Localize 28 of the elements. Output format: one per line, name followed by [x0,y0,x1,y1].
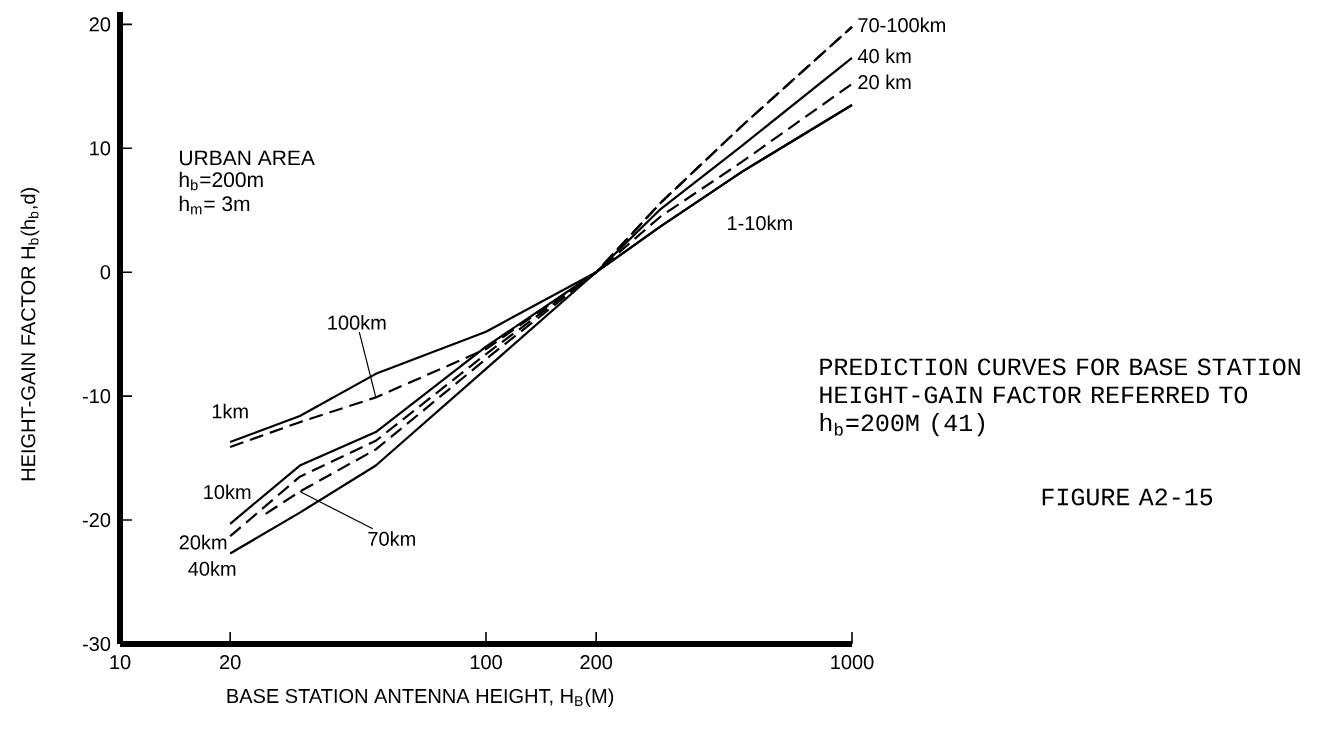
y-tick-label: 0 [100,265,111,280]
annotation: 40km [188,561,236,576]
x-tick-label: 100 [470,655,502,670]
annotation: h$_{b}$=200m [179,171,263,191]
y-tick-label: -20 [82,512,111,528]
annotation: 100km [328,315,386,330]
x-tick-label: 20 [220,655,241,670]
y-tick-label: 20 [89,17,111,32]
annotation: 1km [212,403,248,419]
annotation: URBAN AREA [180,150,315,166]
annotation: 10km [204,484,251,500]
x-tick-label: 200 [580,655,613,670]
caption: FIGURE A2-15 [1042,488,1213,506]
x-axis-title: BASE STATION ANTENNA HEIGHT, H$_{B}$(M) [227,688,614,708]
annotation: h$_{m}$= 3m [179,195,250,215]
annotation: PREDICTION CURVES FOR BASE STATION HEIGHT-GAIN FACTOR REFERRED TO h$_{b}$=200M (41) [820,358,1300,437]
annotation: 40 km [857,48,911,64]
y-axis-title: HEIGHT-GAIN FACTOR H$_{b}$(h$_{b}$,d) [20,188,40,481]
annotation: 1-10km [728,215,792,231]
x-tick-label: 10 [110,655,131,670]
annotation: 70km [368,531,415,546]
annotation: 20km [179,534,227,550]
y-tick-label: 10 [90,141,111,156]
y-tick-label: -30 [82,636,111,652]
annotation: 20 km [858,74,911,90]
y-tick-label: -10 [82,389,111,404]
annotation: 70-100km [858,17,945,33]
x-tick-label: 1000 [831,655,874,670]
